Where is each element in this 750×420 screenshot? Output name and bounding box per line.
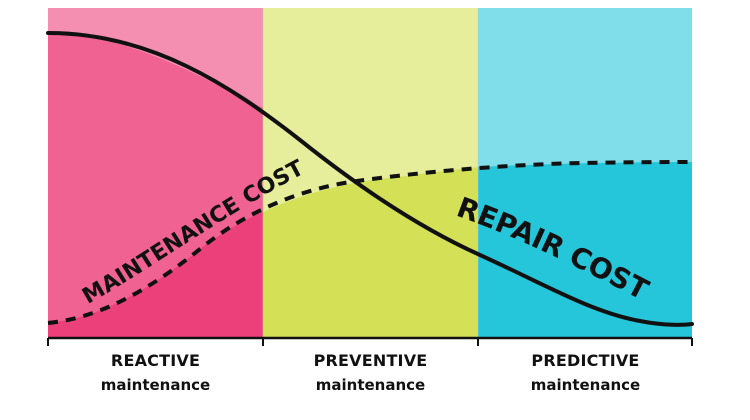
zone-label-predictive: PREDICTIVE maintenance xyxy=(478,348,693,398)
zone-subtitle-reactive: maintenance xyxy=(100,376,211,394)
zone-dividers xyxy=(262,8,479,338)
repair-cost-curve xyxy=(46,31,694,327)
zone-backgrounds xyxy=(48,8,692,338)
zone-predictive-bottom xyxy=(478,162,692,338)
zone-label-preventive: PREVENTIVE maintenance xyxy=(263,348,478,398)
maintenance-cost-curve xyxy=(47,160,693,325)
zone-title-predictive: PREDICTIVE xyxy=(531,351,640,370)
x-axis xyxy=(47,336,693,346)
zone-subtitle-preventive: maintenance xyxy=(315,376,426,394)
zone-title-reactive: REACTIVE xyxy=(110,351,201,370)
zone-preventive-bottom xyxy=(263,167,478,338)
zone-subtitle-predictive: maintenance xyxy=(530,376,641,394)
zone-title-preventive: PREVENTIVE xyxy=(313,351,428,370)
zone-label-reactive: REACTIVE maintenance xyxy=(48,348,263,398)
